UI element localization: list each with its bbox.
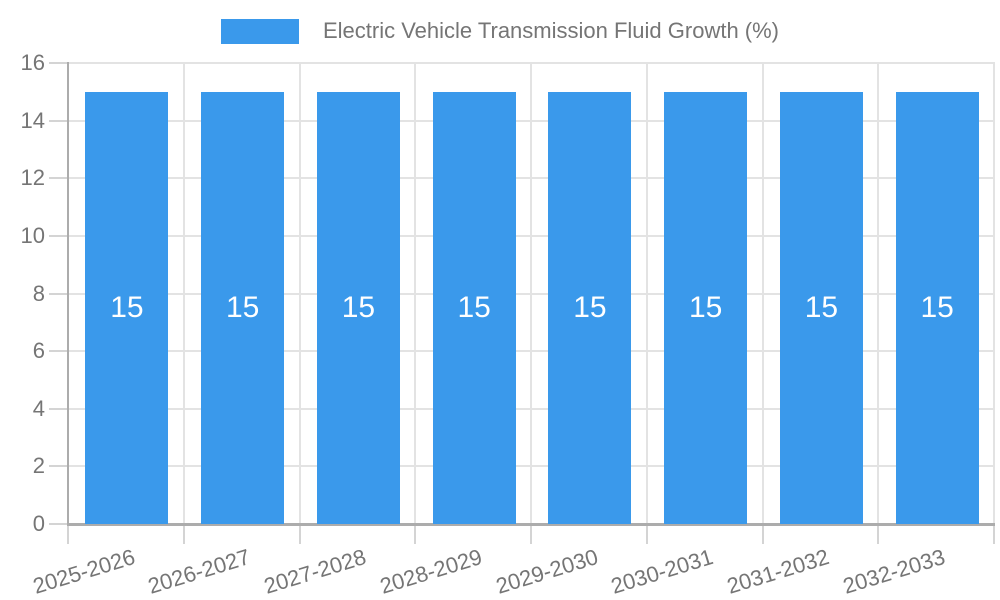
y-axis-line: [67, 62, 69, 524]
x-axis-tick-mark: [530, 524, 532, 544]
y-axis-tick-label: 8: [32, 280, 45, 306]
x-axis-tick-label: 2031-2032: [724, 544, 833, 599]
y-axis-tick-mark: [49, 177, 69, 180]
y-axis-tick-label: 6: [32, 338, 45, 364]
gridline-horizontal: [69, 350, 995, 353]
chart-legend: Electric Vehicle Transmission Fluid Grow…: [0, 17, 1000, 45]
x-axis-tick-label: 2030-2031: [608, 544, 717, 599]
gridline-vertical: [530, 63, 532, 524]
gridline-horizontal: [69, 407, 995, 410]
legend-swatch-icon: [220, 18, 299, 44]
y-axis-tick-mark: [49, 119, 69, 122]
bar-value-label: 15: [225, 290, 260, 324]
gridline-vertical: [414, 63, 417, 524]
gridline-vertical: [877, 63, 880, 524]
bar: [548, 91, 632, 524]
bar: [664, 91, 748, 524]
y-axis-tick-mark: [49, 62, 69, 64]
bar: [779, 91, 863, 524]
bar-value-label: 15: [110, 290, 144, 324]
y-axis-tick-mark: [49, 523, 69, 525]
bar-value-label: 15: [804, 290, 839, 324]
y-axis-tick-label: 14: [20, 107, 45, 133]
gridline-vertical: [182, 63, 185, 524]
gridline-horizontal: [69, 177, 995, 180]
x-axis-tick-label: 2027-2028: [261, 544, 370, 599]
x-axis-tick-mark: [645, 524, 648, 544]
bar-value-label: 15: [920, 290, 954, 324]
gridline-horizontal: [69, 62, 995, 64]
bar-value-label: 15: [457, 290, 491, 324]
y-axis-tick-mark: [49, 350, 69, 353]
x-axis-tick-mark: [298, 524, 301, 544]
gridline-vertical: [993, 63, 995, 524]
y-axis-tick-mark: [49, 234, 69, 237]
gridline-vertical: [761, 63, 764, 524]
bar: [201, 91, 285, 524]
bar: [316, 91, 400, 524]
y-axis-tick-mark: [49, 465, 69, 468]
x-axis-tick-mark: [761, 524, 764, 544]
x-axis-tick-mark: [993, 524, 995, 544]
bar-value-label: 15: [341, 290, 376, 324]
bar-value-label: 15: [688, 290, 723, 324]
legend-item[interactable]: Electric Vehicle Transmission Fluid Grow…: [220, 18, 780, 44]
x-axis-tick-label: 2029-2030: [492, 544, 601, 599]
x-axis-tick-mark: [877, 524, 880, 544]
bar: [85, 91, 169, 524]
y-axis-tick-mark: [49, 407, 69, 410]
y-axis-tick-label: 4: [32, 395, 45, 421]
y-axis-tick-label: 12: [20, 165, 45, 191]
y-axis-tick-label: 10: [20, 222, 45, 248]
gridline-vertical: [645, 63, 648, 524]
gridline-vertical: [298, 63, 301, 524]
gridline-horizontal: [69, 234, 995, 237]
x-axis-tick-mark: [414, 524, 417, 544]
x-axis-tick-label: 2025-2026: [29, 544, 138, 599]
x-axis-tick-label: 2028-2029: [376, 544, 485, 599]
gridline-horizontal: [69, 119, 995, 122]
y-axis-tick-label: 0: [32, 511, 45, 536]
x-axis-line: [67, 523, 995, 526]
y-axis-tick-mark: [49, 292, 69, 295]
x-axis-tick-mark: [182, 524, 185, 544]
gridline-horizontal: [69, 292, 995, 295]
y-axis-tick-label: 16: [20, 50, 45, 75]
bar: [432, 91, 516, 524]
x-axis-tick-mark: [67, 524, 69, 544]
bar-value-label: 15: [573, 290, 607, 324]
legend-label: Electric Vehicle Transmission Fluid Grow…: [322, 18, 780, 43]
x-axis-tick-label: 2026-2027: [145, 544, 254, 599]
bar: [895, 91, 979, 524]
x-axis-tick-label: 2032-2033: [839, 544, 948, 599]
gridline-horizontal: [69, 465, 995, 468]
y-axis-tick-label: 2: [32, 453, 45, 479]
